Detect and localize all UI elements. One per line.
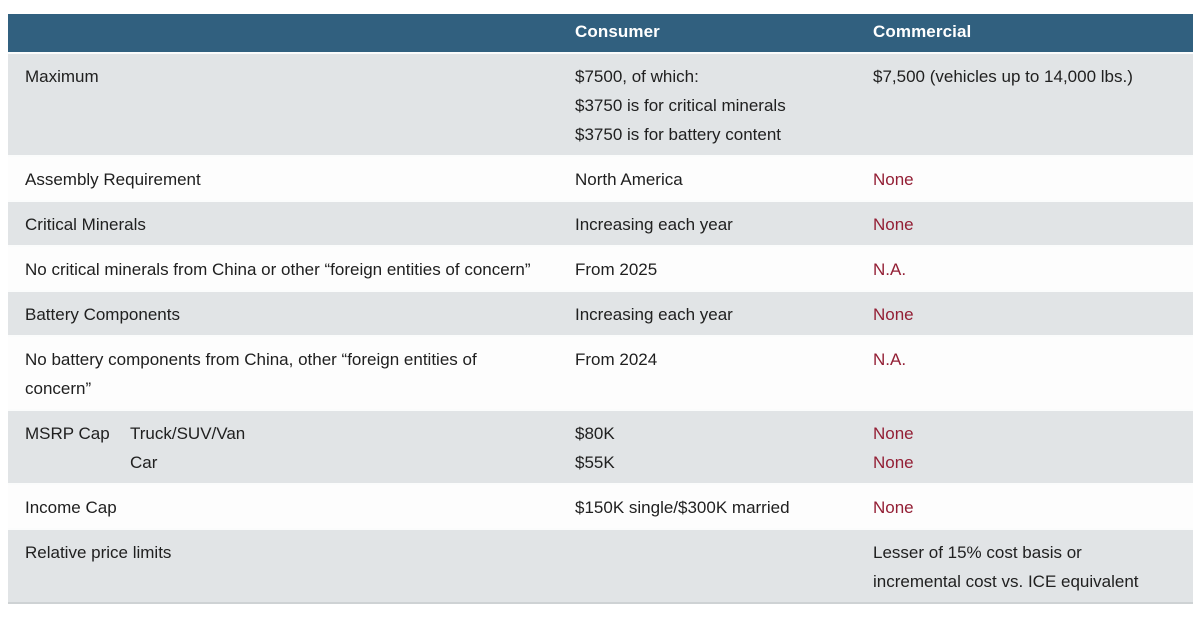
- commercial-value: None: [873, 215, 914, 234]
- table-row: No battery components from China, other …: [8, 335, 1193, 409]
- table-row: MSRP Cap Truck/SUV/Van Car $80K $55K None None: [8, 409, 1193, 483]
- commercial-value: N.A.: [873, 350, 907, 369]
- consumer-value: $150K single/$300K married: [575, 498, 790, 517]
- consumer-value: $3750 is for critical minerals: [575, 96, 786, 115]
- commercial-value: None: [873, 424, 914, 443]
- consumer-value-cell: Increasing each year: [558, 292, 856, 335]
- table-row: Critical Minerals Increasing each year Non…: [8, 200, 1193, 245]
- table-row: Relative price limits Lesser of 15% cost …: [8, 528, 1193, 602]
- row-label-cell: Battery Components: [8, 292, 558, 335]
- commercial-value: incremental cost vs. ICE equivalent: [873, 572, 1139, 591]
- commercial-value: None: [873, 305, 914, 324]
- header-cell-commercial: Commercial: [873, 22, 972, 41]
- consumer-value: Increasing each year: [575, 215, 733, 234]
- commercial-value: None: [873, 498, 914, 517]
- row-label-cell: No critical minerals from China or other…: [8, 247, 558, 290]
- consumer-value: $80K: [575, 424, 615, 443]
- table-header-row: Consumer Commercial: [8, 14, 1193, 52]
- table-row: Battery Components Increasing each year No…: [8, 290, 1193, 335]
- consumer-value: North America: [575, 170, 683, 189]
- consumer-value: From 2024: [575, 350, 658, 369]
- consumer-value: $3750 is for battery content: [575, 125, 782, 144]
- row-label: No battery components from China, other …: [25, 350, 477, 398]
- commercial-value-cell: N.A.: [856, 337, 1193, 409]
- header-cell-consumer: Consumer: [575, 22, 660, 41]
- row-label-cell: No battery components from China, other …: [8, 337, 558, 409]
- consumer-value-cell: $7500, of which: $3750 is for critical mi…: [558, 54, 856, 155]
- row-label-cell: MSRP Cap Truck/SUV/Van Car: [8, 411, 558, 483]
- row-label: Battery Components: [25, 305, 180, 324]
- row-label-cell: Assembly Requirement: [8, 157, 558, 200]
- consumer-value: From 2025: [575, 260, 658, 279]
- row-label: No critical minerals from China or other…: [25, 260, 531, 279]
- consumer-value-cell: From 2024: [558, 337, 856, 409]
- row-sublabel: Car: [130, 453, 158, 472]
- table-row: Assembly Requirement North America None: [8, 155, 1193, 200]
- table-row: Maximum $7500, of which: $3750 is for crit…: [8, 52, 1193, 155]
- consumer-value-cell: [558, 530, 856, 602]
- consumer-value: Increasing each year: [575, 305, 733, 324]
- row-label-cell: Maximum: [8, 54, 558, 155]
- row-label: Income Cap: [25, 498, 117, 517]
- commercial-value: Lesser of 15% cost basis or: [873, 543, 1082, 562]
- commercial-value-cell: $7,500 (vehicles up to 14,000 lbs.): [856, 54, 1193, 155]
- commercial-value-cell: None: [856, 202, 1193, 245]
- commercial-value-cell: None: [856, 292, 1193, 335]
- commercial-value-cell: Lesser of 15% cost basis or incremental c…: [856, 530, 1193, 602]
- commercial-value: $7,500 (vehicles up to 14,000 lbs.): [873, 67, 1133, 86]
- row-sublabels: Truck/SUV/Van Car: [130, 419, 546, 477]
- header-cell-criteria: [8, 27, 558, 39]
- table-body: Maximum $7500, of which: $3750 is for crit…: [8, 52, 1193, 602]
- row-label: MSRP Cap: [25, 424, 110, 443]
- table-row: No critical minerals from China or other…: [8, 245, 1193, 290]
- commercial-value: N.A.: [873, 260, 907, 279]
- commercial-value-cell: N.A.: [856, 247, 1193, 290]
- row-label: Relative price limits: [25, 543, 172, 562]
- consumer-value-cell: From 2025: [558, 247, 856, 290]
- commercial-value-cell: None: [856, 157, 1193, 200]
- consumer-value-cell: $150K single/$300K married: [558, 485, 856, 528]
- commercial-value-cell: None None: [856, 411, 1193, 483]
- row-label: Maximum: [25, 67, 99, 86]
- row-label-cell: Income Cap: [8, 485, 558, 528]
- consumer-value-cell: $80K $55K: [558, 411, 856, 483]
- row-label-cell: Critical Minerals: [8, 202, 558, 245]
- commercial-value-cell: None: [856, 485, 1193, 528]
- table-row: Income Cap $150K single/$300K married None: [8, 483, 1193, 528]
- consumer-value-cell: Increasing each year: [558, 202, 856, 245]
- row-label: Assembly Requirement: [25, 170, 201, 189]
- consumer-value: $55K: [575, 453, 615, 472]
- row-sublabel: Truck/SUV/Van: [130, 424, 246, 443]
- ev-credit-comparison-table: Consumer Commercial Maximum $7500, of whi…: [8, 14, 1193, 604]
- consumer-value-cell: North America: [558, 157, 856, 200]
- row-label: Critical Minerals: [25, 215, 146, 234]
- consumer-value: $7500, of which:: [575, 67, 699, 86]
- commercial-value: None: [873, 453, 914, 472]
- commercial-value: None: [873, 170, 914, 189]
- row-label-cell: Relative price limits: [8, 530, 558, 602]
